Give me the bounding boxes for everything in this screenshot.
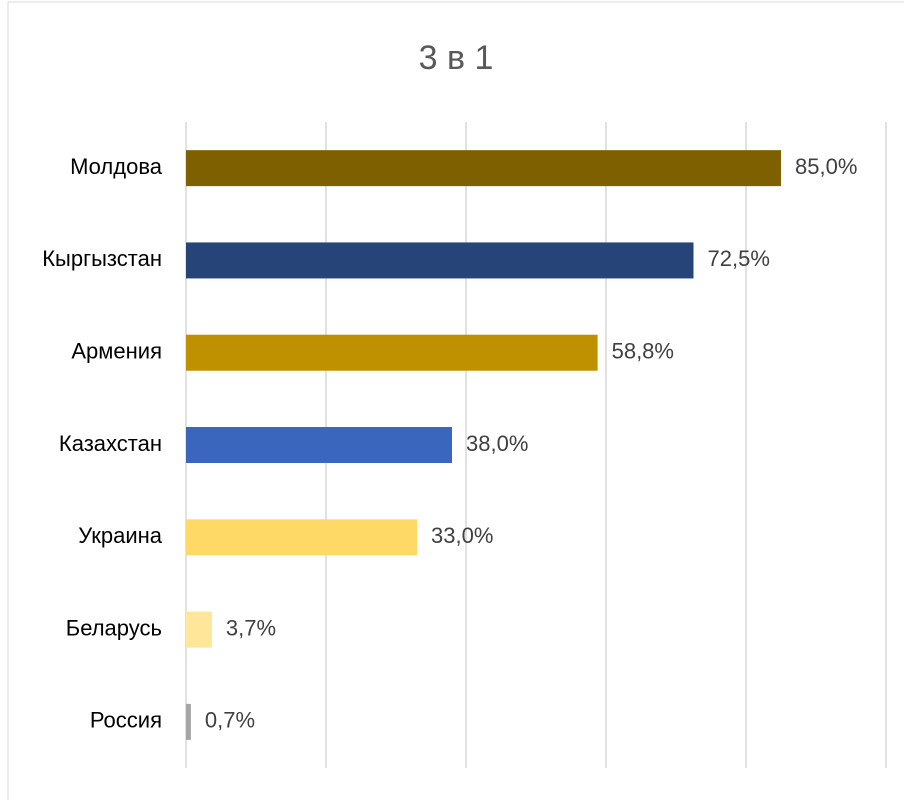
data-label: 85,0%	[795, 154, 857, 179]
y-tick-label: Молдова	[70, 154, 163, 179]
data-label: 33,0%	[431, 523, 493, 548]
bar	[186, 427, 452, 463]
data-label: 0,7%	[205, 708, 255, 733]
y-tick-label: Беларусь	[66, 615, 162, 640]
bar	[186, 242, 694, 279]
data-label: 3,7%	[226, 615, 276, 640]
y-tick-label: Украина	[78, 523, 163, 548]
bar	[186, 150, 781, 187]
chart-frame	[7, 1, 904, 800]
bar	[186, 519, 417, 556]
bar	[186, 334, 598, 371]
y-tick-label: Казахстан	[59, 431, 162, 456]
y-tick-label: Армения	[71, 339, 162, 364]
bar	[186, 703, 191, 740]
data-label: 72,5%	[708, 246, 770, 271]
data-label: 58,8%	[612, 339, 674, 364]
bar	[186, 611, 212, 648]
y-tick-label: Кыргызстан	[42, 246, 162, 271]
chart-title: 3 в 1	[419, 39, 494, 77]
y-tick-label: Россия	[90, 708, 162, 733]
data-label: 38,0%	[466, 431, 528, 456]
